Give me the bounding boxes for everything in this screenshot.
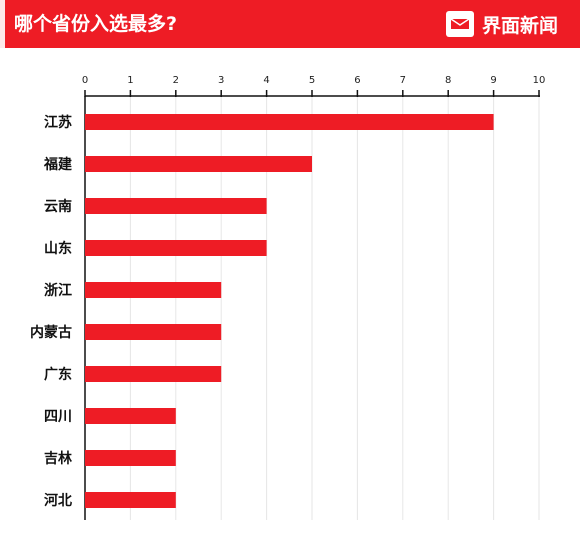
category-label-吉林: 吉林	[44, 450, 72, 467]
category-label-山东: 山东	[44, 240, 72, 257]
x-tick-label-2: 2	[173, 75, 179, 86]
category-label-四川: 四川	[44, 409, 72, 425]
header-bar: 哪个省份入选最多? 界面新闻	[0, 0, 580, 48]
x-tick-label-3: 3	[218, 75, 224, 86]
bar-福建	[85, 156, 312, 172]
x-tick-label-9: 9	[490, 75, 496, 86]
header-accent-stripe	[0, 0, 5, 48]
bar-广东	[85, 366, 222, 382]
bar-浙江	[85, 282, 222, 298]
bar-云南	[85, 198, 267, 214]
category-label-河北: 河北	[44, 492, 72, 509]
x-tick-label-0: 0	[82, 75, 88, 86]
bar-内蒙古	[85, 324, 222, 340]
chart-title: 哪个省份入选最多?	[14, 13, 178, 35]
brand[interactable]: 界面新闻	[445, 0, 558, 48]
category-label-福建: 福建	[43, 156, 72, 173]
x-tick-label-5: 5	[309, 75, 315, 86]
category-label-江苏: 江苏	[44, 114, 72, 131]
category-label-云南: 云南	[44, 198, 72, 215]
x-tick-label-8: 8	[445, 75, 451, 86]
x-tick-label-6: 6	[354, 75, 360, 86]
x-tick-label-4: 4	[263, 75, 269, 86]
brand-name: 界面新闻	[481, 14, 558, 37]
category-label-内蒙古: 内蒙古	[30, 324, 72, 341]
x-tick-label-1: 1	[127, 75, 133, 86]
category-label-广东: 广东	[44, 366, 72, 383]
brand-logo-icon	[445, 11, 474, 37]
bar-四川	[85, 408, 176, 424]
bar-吉林	[85, 450, 176, 466]
bar-江苏	[85, 114, 494, 130]
x-tick-label-7: 7	[400, 75, 406, 86]
bar-河北	[85, 492, 176, 508]
bar-山东	[85, 240, 267, 256]
category-label-浙江: 浙江	[44, 282, 72, 299]
x-tick-label-10: 10	[533, 75, 546, 86]
